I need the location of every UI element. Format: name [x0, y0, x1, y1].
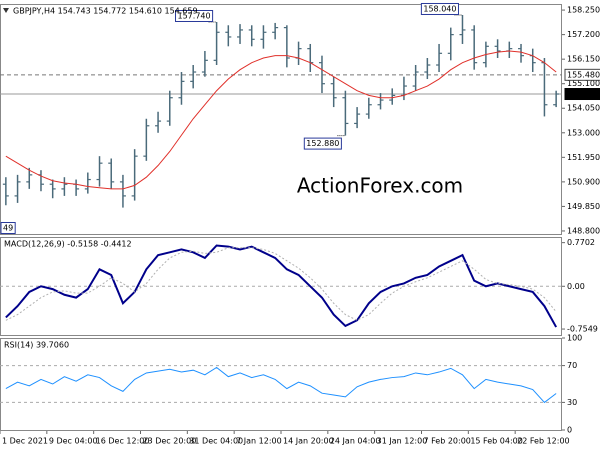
y-tick-label: 100 — [567, 334, 582, 343]
x-tick-label: 7 Feb 20:00 — [424, 437, 471, 446]
y-tick-label: 158.250 — [567, 6, 600, 15]
x-tick-label: 1 Dec 2021 — [2, 437, 48, 446]
y-tick-label: 149.850 — [567, 202, 600, 211]
edge-label-box — [0, 222, 16, 234]
x-tick-label: 22 Feb 12:00 — [517, 437, 569, 446]
y-tick-label: 0.00 — [567, 282, 585, 291]
x-tick-label: 7 Jan 12:00 — [236, 437, 282, 446]
panel-frame — [0, 338, 562, 431]
symbol-icon — [3, 8, 9, 13]
price-level-label: 154.659 — [567, 90, 600, 99]
x-tick-label: 9 Dec 04:00 — [49, 437, 98, 446]
panel-title: RSI(14) 39.7060 — [4, 341, 69, 350]
x-tick-label: 15 Feb 04:00 — [470, 437, 522, 446]
y-tick-label: 150.900 — [567, 177, 600, 186]
y-tick-label: -0.7549 — [567, 325, 598, 334]
panel-title: MACD(12,26,9) -0.5158 -0.4412 — [4, 240, 132, 249]
price-level-label: 155.480 — [567, 70, 600, 79]
y-tick-label: 70 — [567, 361, 577, 370]
x-tick-label: 23 Dec 20:00 — [143, 437, 197, 446]
y-tick-label: 0 — [567, 426, 572, 435]
y-tick-label: 30 — [567, 398, 577, 407]
y-tick-label: 154.050 — [567, 104, 600, 113]
annotation-label: 157.740 — [178, 11, 211, 20]
moving-average — [5, 50, 557, 190]
annotation-label-box — [175, 9, 214, 22]
series-line — [5, 247, 557, 321]
annotation-label: 152.880 — [306, 139, 339, 148]
edge-label: 49 — [3, 224, 13, 233]
y-tick-label: 153.000 — [567, 128, 600, 137]
y-tick-label: 151.950 — [567, 153, 600, 162]
x-tick-label: 31 Dec 04:00 — [189, 437, 243, 446]
watermark: ActionForex.com — [297, 174, 463, 198]
price-level-label-box — [564, 68, 600, 81]
price-level-label-box — [564, 88, 600, 101]
y-tick-label: 157.200 — [567, 30, 600, 39]
annotation-label-box — [303, 137, 342, 150]
panel-title: GBPJPY,H4 154.743 154.772 154.610 154.65… — [13, 7, 198, 16]
annotation-label-box — [420, 2, 459, 15]
panel-frame — [0, 4, 562, 235]
series-line — [5, 366, 557, 404]
x-tick-label: 16 Dec 12:00 — [96, 437, 150, 446]
x-tick-label: 31 Jan 12:00 — [377, 437, 428, 446]
x-tick-label: 14 Jan 20:00 — [283, 437, 334, 446]
annotation-label: 158.040 — [423, 4, 456, 13]
x-tick-label: 24 Jan 04:00 — [330, 437, 381, 446]
y-tick-label: 0.7702 — [567, 238, 595, 247]
y-tick-label: 148.800 — [567, 226, 600, 235]
y-tick-label: 156.150 — [567, 55, 600, 64]
series-line — [5, 244, 558, 328]
y-tick-label: 155.100 — [567, 79, 600, 88]
